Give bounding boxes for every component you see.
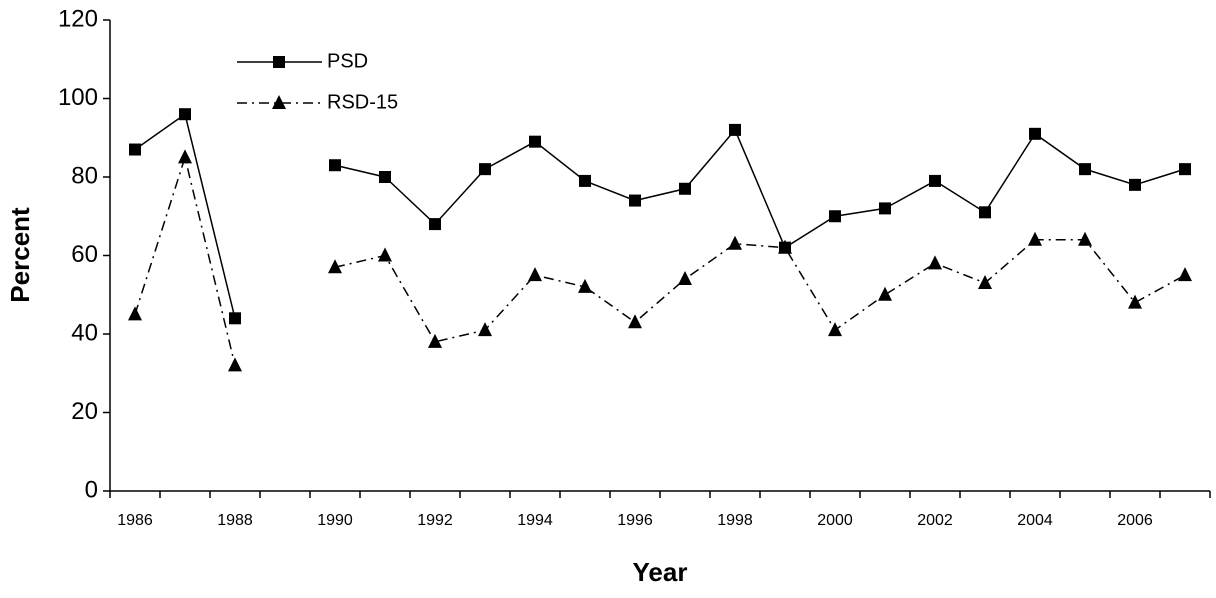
marker [529, 135, 541, 148]
x-tick-label: 1994 [517, 512, 553, 529]
x-tick-label: 1988 [217, 512, 253, 529]
marker [629, 194, 641, 207]
x-tick-label: 1986 [117, 512, 153, 529]
marker [1028, 231, 1042, 246]
marker [179, 108, 191, 121]
marker [929, 174, 941, 187]
marker [328, 259, 342, 274]
marker [229, 312, 241, 325]
marker [728, 235, 742, 250]
marker [329, 159, 341, 172]
marker [129, 143, 141, 156]
x-axis-label: Year [633, 557, 688, 587]
x-tick-label: 2000 [817, 512, 853, 529]
marker [378, 247, 392, 262]
marker [829, 210, 841, 223]
marker [778, 239, 792, 254]
legend-marker [273, 56, 285, 68]
marker [1129, 178, 1141, 191]
marker [428, 333, 442, 348]
y-tick-label: 40 [71, 319, 98, 346]
marker [1078, 231, 1092, 246]
marker [1029, 127, 1041, 140]
marker [879, 202, 891, 215]
marker [1179, 163, 1191, 176]
legend-label: RSD-15 [327, 91, 398, 113]
marker [528, 267, 542, 282]
legend-marker [272, 95, 286, 109]
marker [429, 218, 441, 231]
y-tick-label: 0 [85, 476, 98, 503]
x-tick-label: 1996 [617, 512, 653, 529]
marker [178, 149, 192, 164]
marker [479, 163, 491, 176]
x-tick-label: 2006 [1117, 512, 1153, 529]
y-axis-label: Percent [5, 207, 35, 303]
marker [1128, 294, 1142, 309]
marker [679, 182, 691, 195]
marker [128, 306, 142, 321]
y-tick-label: 120 [58, 5, 98, 32]
marker [478, 322, 492, 337]
y-tick-label: 80 [71, 162, 98, 189]
y-tick-label: 60 [71, 241, 98, 268]
marker [628, 314, 642, 329]
marker [379, 171, 391, 183]
marker [579, 174, 591, 187]
marker [878, 286, 892, 301]
marker [928, 255, 942, 270]
marker [978, 274, 992, 289]
marker [979, 206, 991, 219]
y-tick-label: 100 [58, 84, 98, 111]
marker [678, 271, 692, 286]
y-tick-label: 20 [71, 398, 98, 425]
marker [228, 357, 242, 372]
marker [578, 278, 592, 293]
marker [1178, 267, 1192, 282]
series-line [134, 154, 1186, 366]
series-line [134, 112, 1186, 319]
x-tick-label: 2004 [1017, 512, 1053, 529]
x-tick-label: 1998 [717, 512, 753, 529]
x-tick-label: 1992 [417, 512, 453, 529]
x-tick-label: 2002 [917, 512, 953, 529]
x-tick-label: 1990 [317, 512, 353, 529]
marker [729, 123, 741, 136]
legend-label: PSD [327, 50, 368, 72]
marker [1079, 163, 1091, 176]
marker [828, 322, 842, 337]
